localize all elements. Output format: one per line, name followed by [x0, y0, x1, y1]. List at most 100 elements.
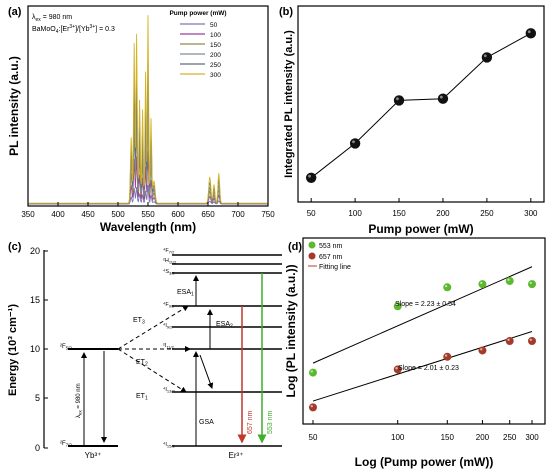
er-level-h112: ²H11/2	[163, 258, 177, 265]
c-y-ticks: 0 5 10 15 20	[30, 246, 48, 453]
panel-d-label: (d)	[288, 241, 302, 253]
c-tick-0: 0	[35, 443, 40, 453]
er-level-labels: ⁴F7/2 ²H11/2 ⁴S3/2 ⁴F9/2 ⁴I9/2 ²I11/2 ⁴I…	[163, 247, 177, 449]
c-tick-10: 10	[30, 344, 40, 354]
b-point-150	[393, 95, 405, 106]
et1-label: ET1	[136, 393, 148, 402]
a-legend-label-150: 150	[210, 42, 221, 49]
b-plot	[305, 28, 537, 183]
a-x-axis-label: Wavelength (nm)	[100, 220, 196, 234]
b-y-axis-label: Integrated PL intensity (a.u.)	[283, 30, 295, 178]
b-point-highlight	[352, 140, 355, 144]
er-level-f72: ⁴F7/2	[163, 247, 175, 255]
legend-fit-label: Fitting line	[319, 264, 351, 271]
point-553-nm-250	[505, 276, 514, 285]
panel-a: (a) 350 400 450 500 550 600 650 700 750 Waveleng…	[7, 5, 275, 234]
panel-c-label: (c)	[8, 241, 22, 253]
et3-label: ET3	[133, 317, 145, 326]
b-xtick-250: 250	[480, 209, 494, 218]
spectrum-50-mw	[28, 185, 268, 205]
d-y-axis-label: Log (PL intensity (a.u.))	[284, 264, 298, 397]
er-level-s32: ⁴S3/2	[163, 268, 175, 276]
b-xtick-50: 50	[307, 209, 316, 218]
spectrum-300-mw	[28, 15, 268, 204]
green-emission-label: 553 nm	[267, 410, 274, 434]
a-legend-title: Pump power (mW)	[169, 10, 226, 17]
fit-line-657-nm	[312, 331, 533, 402]
a-xtick-450: 450	[81, 210, 95, 219]
a-y-axis-label: PL intensity (a.u.)	[7, 56, 21, 156]
slope-553-label: Slope = 2.23 ± 0.54	[395, 301, 456, 308]
panel-b-frame	[297, 5, 545, 203]
a-xtick-500: 500	[111, 210, 125, 219]
d-x-ticks: 50 100 150 200 250 300	[309, 420, 539, 442]
b-point-50	[305, 172, 317, 183]
a-xtick-350: 350	[21, 210, 35, 219]
point-553-nm-50	[309, 368, 317, 377]
a-xtick-750: 750	[261, 210, 275, 219]
d-xtick-300: 300	[525, 433, 539, 442]
d-legend: 553 nm 657 nm Fitting line	[308, 241, 351, 271]
point-553-nm-150	[443, 283, 452, 292]
b-point-highlight	[308, 174, 311, 178]
a-legend-label-200: 200	[210, 52, 221, 59]
b-xtick-200: 200	[436, 209, 450, 218]
panel-b: (b) 50 100 150 200 250 300 Pump power (mW) In…	[279, 5, 545, 236]
a-legend-label-300: 300	[210, 72, 221, 79]
point-highlight	[444, 284, 448, 288]
et2-label: ET2	[136, 359, 148, 368]
b-xtick-100: 100	[348, 209, 362, 218]
point-highlight	[444, 354, 448, 357]
point-highlight	[507, 338, 510, 341]
point-highlight	[529, 338, 532, 341]
panel-c: (c) 0 5 10 15 20 Energy (10³ cm⁻¹) ²F5/2…	[7, 241, 282, 460]
nonradiative-arrow	[199, 354, 214, 389]
panel-d-frame	[302, 237, 546, 425]
point-highlight	[395, 367, 398, 370]
er-level-i152: ⁴I15/2	[163, 441, 175, 449]
point-highlight	[310, 370, 313, 373]
b-point-250	[481, 52, 493, 63]
a-legend-label-100: 100	[210, 32, 221, 39]
point-657-nm-300	[528, 337, 536, 345]
yb-level-f52: ²F5/2	[60, 344, 72, 351]
yb-level-f72: ²F7/2	[60, 441, 72, 448]
spectra-group	[28, 15, 268, 205]
yb-ion-label: Yb³⁺	[85, 451, 102, 460]
b-point-highlight	[483, 54, 487, 58]
a-legend-label-250: 250	[210, 62, 221, 69]
a-xtick-550: 550	[141, 210, 155, 219]
yb-excitation-label: λex = 980 nm	[76, 383, 83, 418]
b-point-highlight	[396, 97, 399, 101]
panel-a-label: (a)	[8, 6, 22, 18]
a-legend-label-50: 50	[210, 22, 218, 29]
a-x-ticks: 350 400 450 500 550 600 650 700 750	[21, 202, 275, 219]
point-657-nm-150	[443, 352, 452, 361]
d-xtick-250: 250	[503, 433, 517, 442]
point-highlight	[480, 281, 483, 285]
a-excitation-note: λex = 980 nm	[32, 14, 72, 23]
point-highlight	[395, 303, 398, 307]
b-point-highlight	[439, 95, 443, 99]
er-level-i132: ⁴I13/2	[163, 386, 175, 394]
point-highlight	[310, 404, 313, 408]
legend-553-label: 553 nm	[319, 243, 343, 250]
d-xtick-100: 100	[391, 433, 405, 442]
point-highlight	[529, 281, 532, 285]
red-emission-label: 657 nm	[247, 410, 254, 434]
a-xtick-600: 600	[171, 210, 185, 219]
er-ion-label: Er³⁺	[229, 451, 244, 460]
legend-657-marker	[308, 252, 316, 260]
c-tick-5: 5	[35, 393, 40, 403]
fit-line-553-nm	[312, 266, 533, 364]
er-level-f92: ⁴F9/2	[163, 301, 175, 309]
point-553-nm-300	[528, 280, 536, 289]
a-xtick-700: 700	[231, 210, 245, 219]
spectrum-100-mw	[28, 151, 268, 205]
esa1-label: ESA1	[177, 289, 194, 298]
b-point-300	[525, 28, 537, 39]
point-highlight	[480, 348, 483, 351]
b-xtick-150: 150	[392, 209, 406, 218]
panel-b-label: (b)	[279, 6, 293, 18]
